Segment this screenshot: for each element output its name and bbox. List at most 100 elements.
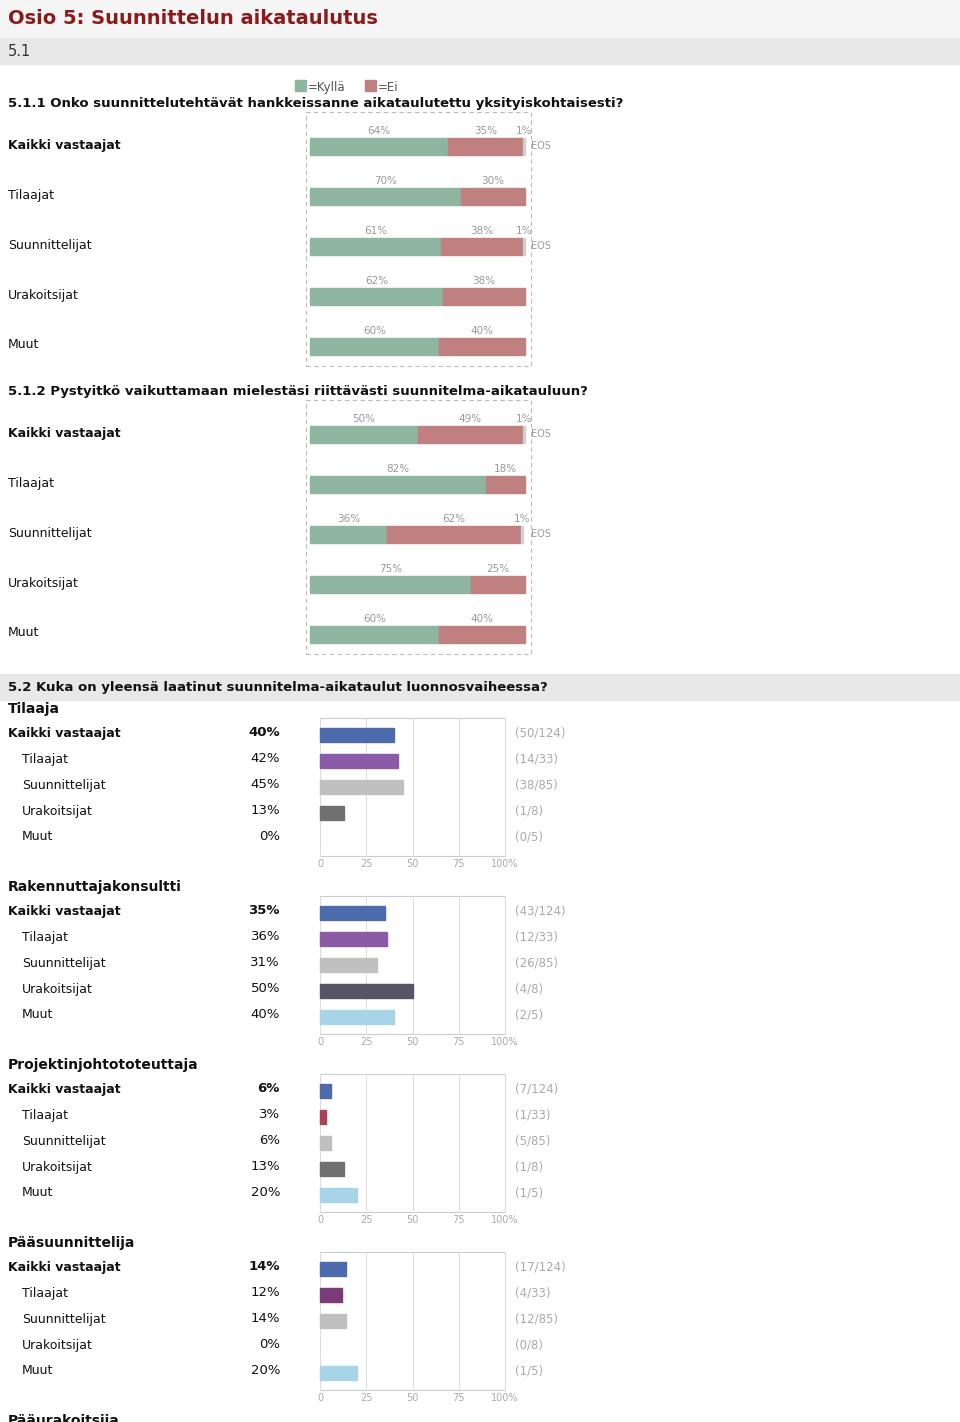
Text: 40%: 40% [249,727,280,739]
Text: 82%: 82% [387,464,410,474]
Text: 25: 25 [360,1394,372,1404]
Text: 14%: 14% [251,1313,280,1325]
Text: Muut: Muut [22,1365,54,1378]
Text: Kaikki vastaajat: Kaikki vastaajat [8,1260,121,1274]
Text: 5.1.1 Onko suunnittelutehtävät hankkeissanne aikataulutettu yksityiskohtaisesti?: 5.1.1 Onko suunnittelutehtävät hankkeiss… [8,97,623,109]
Bar [0,674,960,700]
Text: =Kyllä: =Kyllä [308,81,346,94]
Text: EOS: EOS [531,240,551,252]
Text: Suunnittelijat: Suunnittelijat [22,1313,106,1325]
Text: (5/85): (5/85) [515,1135,550,1148]
Text: 1%: 1% [516,127,532,137]
Text: 36%: 36% [337,513,360,523]
Text: Pääurakoitsija: Pääurakoitsija [8,1413,120,1422]
Bar [320,1288,342,1303]
Text: 1%: 1% [514,513,530,523]
Text: 38%: 38% [472,276,495,286]
Bar [320,718,505,856]
Text: 50: 50 [406,1214,419,1224]
Bar [320,1314,346,1328]
Bar [306,400,531,654]
Text: 5.1: 5.1 [8,44,32,58]
Bar [295,80,306,91]
Text: 13%: 13% [251,1160,280,1173]
Text: 0%: 0% [259,830,280,843]
Text: Kaikki vastaajat: Kaikki vastaajat [8,427,121,439]
Text: (1/8): (1/8) [515,805,543,818]
Text: 20%: 20% [251,1186,280,1200]
Bar [439,626,525,643]
Text: 50%: 50% [352,414,375,424]
Bar [310,576,471,593]
Text: 3%: 3% [259,1109,280,1122]
Text: (0/5): (0/5) [515,830,543,843]
Text: 25: 25 [360,1037,372,1047]
Text: 30%: 30% [481,176,504,186]
Text: 61%: 61% [364,226,387,236]
Text: 64%: 64% [368,127,391,137]
Bar [310,476,487,493]
Bar [523,138,525,155]
Bar [320,728,394,742]
Text: (12/33): (12/33) [515,930,558,944]
Text: 42%: 42% [251,752,280,765]
Bar [320,1010,394,1024]
Text: EOS: EOS [531,429,551,439]
Bar [320,896,505,1034]
Text: 40%: 40% [470,326,493,336]
Text: 75: 75 [452,859,465,869]
Bar [487,476,525,493]
Text: =Ei: =Ei [378,81,398,94]
Bar [523,427,525,444]
Text: Pääsuunnittelija: Pääsuunnittelija [8,1236,135,1250]
Text: 50%: 50% [251,983,280,995]
Text: Kaikki vastaajat: Kaikki vastaajat [8,904,121,917]
Text: Urakoitsijat: Urakoitsijat [22,805,93,818]
Text: 70%: 70% [373,176,396,186]
Text: Suunnittelijat: Suunnittelijat [22,778,106,792]
Text: Urakoitsijat: Urakoitsijat [8,576,79,590]
Bar [461,188,525,205]
Text: 1%: 1% [516,414,532,424]
Text: 75: 75 [452,1037,465,1047]
Text: Tilaajat: Tilaajat [8,189,54,202]
Text: Urakoitsijat: Urakoitsijat [8,289,79,301]
Bar [310,188,461,205]
Text: 0: 0 [317,859,324,869]
Text: 40%: 40% [470,614,493,624]
Text: 38%: 38% [470,226,493,236]
Bar [320,1074,505,1212]
Text: 75%: 75% [379,565,402,574]
Bar [310,237,442,255]
Text: Urakoitsijat: Urakoitsijat [22,983,93,995]
Text: Muut: Muut [22,1008,54,1021]
Text: Suunnittelijat: Suunnittelijat [8,526,91,539]
Text: (26/85): (26/85) [515,957,558,970]
Text: 62%: 62% [443,513,466,523]
Text: 18%: 18% [494,464,517,474]
Text: 60%: 60% [363,614,386,624]
Text: Projektinjohtototeuttaja: Projektinjohtototeuttaja [8,1058,199,1072]
Bar [523,237,525,255]
Bar [320,958,377,973]
Text: Kaikki vastaajat: Kaikki vastaajat [8,138,121,152]
Text: (2/5): (2/5) [515,1008,543,1021]
Bar [365,80,376,91]
Text: 0: 0 [317,1214,324,1224]
Text: Suunnittelijat: Suunnittelijat [8,239,91,252]
Bar [0,38,960,64]
Text: (1/5): (1/5) [515,1365,543,1378]
Text: (50/124): (50/124) [515,727,565,739]
Text: Suunnittelijat: Suunnittelijat [22,1135,106,1148]
Text: Muut: Muut [8,338,39,351]
Bar [471,576,525,593]
Text: 62%: 62% [365,276,388,286]
Text: Urakoitsijat: Urakoitsijat [22,1338,93,1351]
Text: 45%: 45% [251,778,280,792]
Text: 100%: 100% [492,1214,518,1224]
Text: 13%: 13% [251,805,280,818]
Text: (38/85): (38/85) [515,778,558,792]
Text: 35%: 35% [249,904,280,917]
Bar [320,754,397,768]
Text: (1/5): (1/5) [515,1186,543,1200]
